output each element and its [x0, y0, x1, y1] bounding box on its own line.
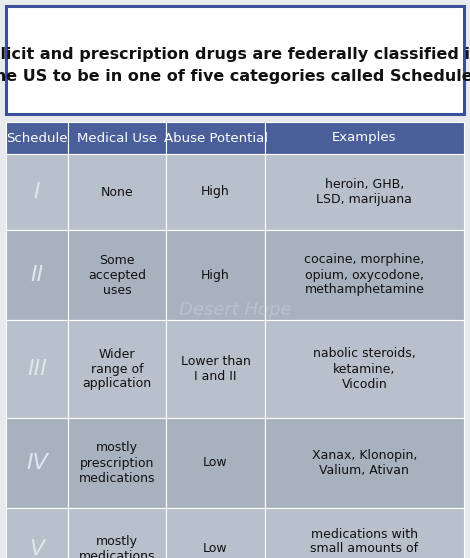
FancyBboxPatch shape — [6, 122, 68, 154]
FancyBboxPatch shape — [6, 320, 68, 418]
Text: Abuse Potential: Abuse Potential — [164, 132, 267, 145]
FancyBboxPatch shape — [265, 508, 464, 558]
Text: heroin, GHB,
LSD, marijuana: heroin, GHB, LSD, marijuana — [316, 178, 412, 206]
FancyBboxPatch shape — [166, 154, 265, 230]
Text: I: I — [33, 182, 40, 202]
FancyBboxPatch shape — [68, 320, 166, 418]
FancyBboxPatch shape — [166, 320, 265, 418]
Text: Wider
range of
application: Wider range of application — [83, 348, 152, 391]
Text: V: V — [29, 539, 45, 558]
FancyBboxPatch shape — [6, 230, 68, 320]
Text: Low: Low — [203, 542, 228, 556]
FancyBboxPatch shape — [166, 508, 265, 558]
Text: the US to be in one of five categories called Schedules: the US to be in one of five categories c… — [0, 69, 470, 84]
FancyBboxPatch shape — [6, 154, 68, 230]
Text: Xanax, Klonopin,
Valium, Ativan: Xanax, Klonopin, Valium, Ativan — [312, 449, 417, 477]
Text: mostly
prescription
medications: mostly prescription medications — [79, 441, 155, 484]
Text: III: III — [27, 359, 47, 379]
Text: Medical Use: Medical Use — [77, 132, 157, 145]
FancyBboxPatch shape — [68, 418, 166, 508]
FancyBboxPatch shape — [68, 154, 166, 230]
FancyBboxPatch shape — [68, 122, 166, 154]
Text: cocaine, morphine,
opium, oxycodone,
methamphetamine: cocaine, morphine, opium, oxycodone, met… — [304, 253, 424, 296]
FancyBboxPatch shape — [265, 154, 464, 230]
Text: medications with
small amounts of
narcotics: medications with small amounts of narcot… — [310, 527, 418, 558]
FancyBboxPatch shape — [265, 230, 464, 320]
Text: IV: IV — [26, 453, 48, 473]
FancyBboxPatch shape — [265, 122, 464, 154]
Text: High: High — [201, 268, 230, 281]
Text: mostly
medications: mostly medications — [79, 535, 155, 558]
Text: High: High — [201, 185, 230, 199]
FancyBboxPatch shape — [166, 230, 265, 320]
FancyBboxPatch shape — [68, 230, 166, 320]
Text: None: None — [101, 185, 133, 199]
Text: Schedule: Schedule — [6, 132, 68, 145]
Text: Some
accepted
uses: Some accepted uses — [88, 253, 146, 296]
FancyBboxPatch shape — [68, 508, 166, 558]
FancyBboxPatch shape — [265, 320, 464, 418]
FancyBboxPatch shape — [6, 418, 68, 508]
Text: II: II — [30, 265, 44, 285]
Text: Lower than
I and II: Lower than I and II — [180, 355, 251, 383]
Text: nabolic steroids,
ketamine,
Vicodin: nabolic steroids, ketamine, Vicodin — [313, 348, 416, 391]
FancyBboxPatch shape — [166, 122, 265, 154]
Text: Desert Hope: Desert Hope — [179, 301, 291, 319]
Text: Examples: Examples — [332, 132, 397, 145]
FancyBboxPatch shape — [6, 508, 68, 558]
FancyBboxPatch shape — [166, 418, 265, 508]
FancyBboxPatch shape — [6, 6, 464, 114]
FancyBboxPatch shape — [265, 418, 464, 508]
Text: Low: Low — [203, 456, 228, 469]
Text: Illicit and prescription drugs are federally classified in: Illicit and prescription drugs are feder… — [0, 46, 470, 61]
